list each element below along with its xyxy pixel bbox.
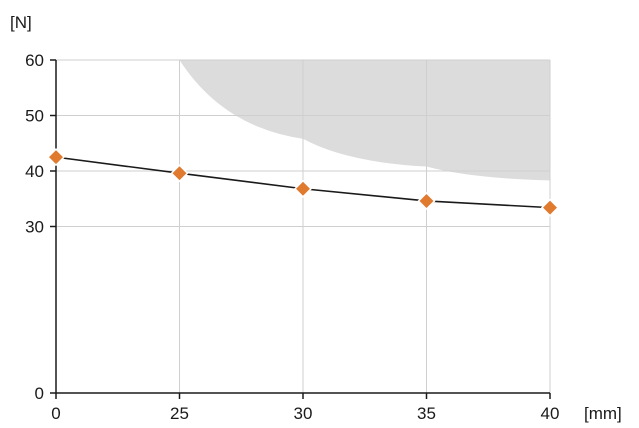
y-tick-label: 40 xyxy=(25,162,44,181)
y-tick-label: 50 xyxy=(25,107,44,126)
x-tick-label: 25 xyxy=(170,404,189,423)
tick-labels: 0 30 40 50 60 0 25 30 35 40 xyxy=(25,51,559,423)
x-tick-label: 40 xyxy=(541,404,560,423)
data-point-marker xyxy=(293,179,313,198)
y-tick-label: 60 xyxy=(25,51,44,70)
x-tick-label: 35 xyxy=(417,404,436,423)
x-axis-unit-label: [mm] xyxy=(584,404,622,423)
grid xyxy=(56,59,551,393)
y-tick-label: 0 xyxy=(35,384,44,403)
data-point-marker xyxy=(540,198,560,217)
data-point-marker xyxy=(46,148,66,167)
series xyxy=(46,148,560,217)
x-tick-label: 30 xyxy=(294,404,313,423)
data-point-marker xyxy=(170,164,189,183)
shaded-area xyxy=(179,60,550,181)
shaded-region xyxy=(179,60,550,181)
y-tick-label: 30 xyxy=(25,218,44,237)
y-axis-unit-label: [N] xyxy=(10,13,32,32)
data-point-marker xyxy=(417,191,436,211)
x-tick-label: 0 xyxy=(51,404,60,423)
